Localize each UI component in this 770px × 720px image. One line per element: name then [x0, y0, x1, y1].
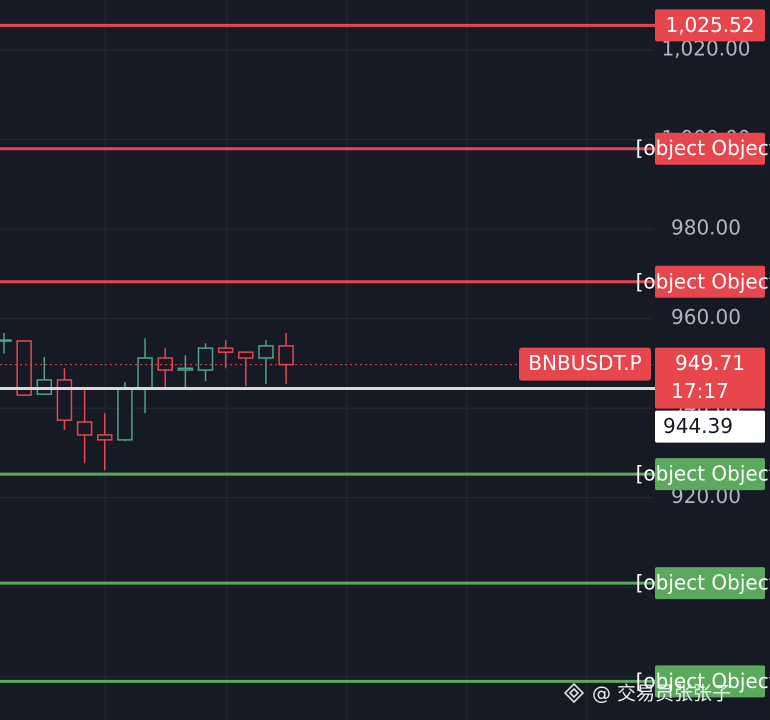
watermark-text: @ 交易员张张子 [592, 683, 731, 705]
candle-body [278, 345, 294, 366]
price-label-box [655, 132, 765, 165]
last-price-box [655, 347, 765, 409]
candle-body [76, 421, 93, 436]
candle-body [56, 379, 73, 421]
watermark-icon [563, 682, 585, 704]
candle-body [97, 434, 113, 441]
symbol-label: BNBUSDT.P [528, 351, 641, 375]
candle-body [197, 347, 214, 371]
price-label-box [655, 665, 765, 698]
price-label-box [655, 265, 765, 298]
price-label: [object Object] [636, 269, 770, 293]
candle-body [177, 367, 194, 371]
candle-body [258, 345, 274, 359]
candle-body [217, 347, 234, 353]
candle-body [117, 387, 133, 441]
candle-body [238, 351, 254, 359]
marker-label: 944.39 [663, 414, 733, 438]
price-label-box [655, 567, 765, 600]
price-label: [object Object] [636, 571, 770, 595]
price-label: [object Object] [636, 462, 770, 486]
price-label: [object Object] [636, 669, 770, 693]
watermark: @ 交易员张张子 [563, 682, 731, 705]
candles-layer [0, 332, 294, 471]
price-label: 1,025.52 [665, 13, 754, 37]
symbol-box [519, 347, 651, 381]
candle-body [16, 340, 32, 396]
candle-body [157, 357, 173, 371]
lines-layer [0, 23, 655, 683]
countdown-label: 17:17 [671, 379, 729, 403]
candle-body [0, 339, 12, 342]
price-label-box [655, 9, 765, 42]
marker-label-box [655, 410, 765, 443]
y-tick-label: 980.00 [671, 216, 741, 240]
price-label: [object Object] [636, 136, 770, 160]
price-label-box [655, 458, 765, 491]
y-tick-label: 960.00 [671, 305, 741, 329]
labels-layer: 1,025.52 [object Object] [object Object] [o… [519, 9, 770, 698]
last-price-label: 949.71 [675, 351, 745, 375]
candle-body [137, 357, 153, 389]
